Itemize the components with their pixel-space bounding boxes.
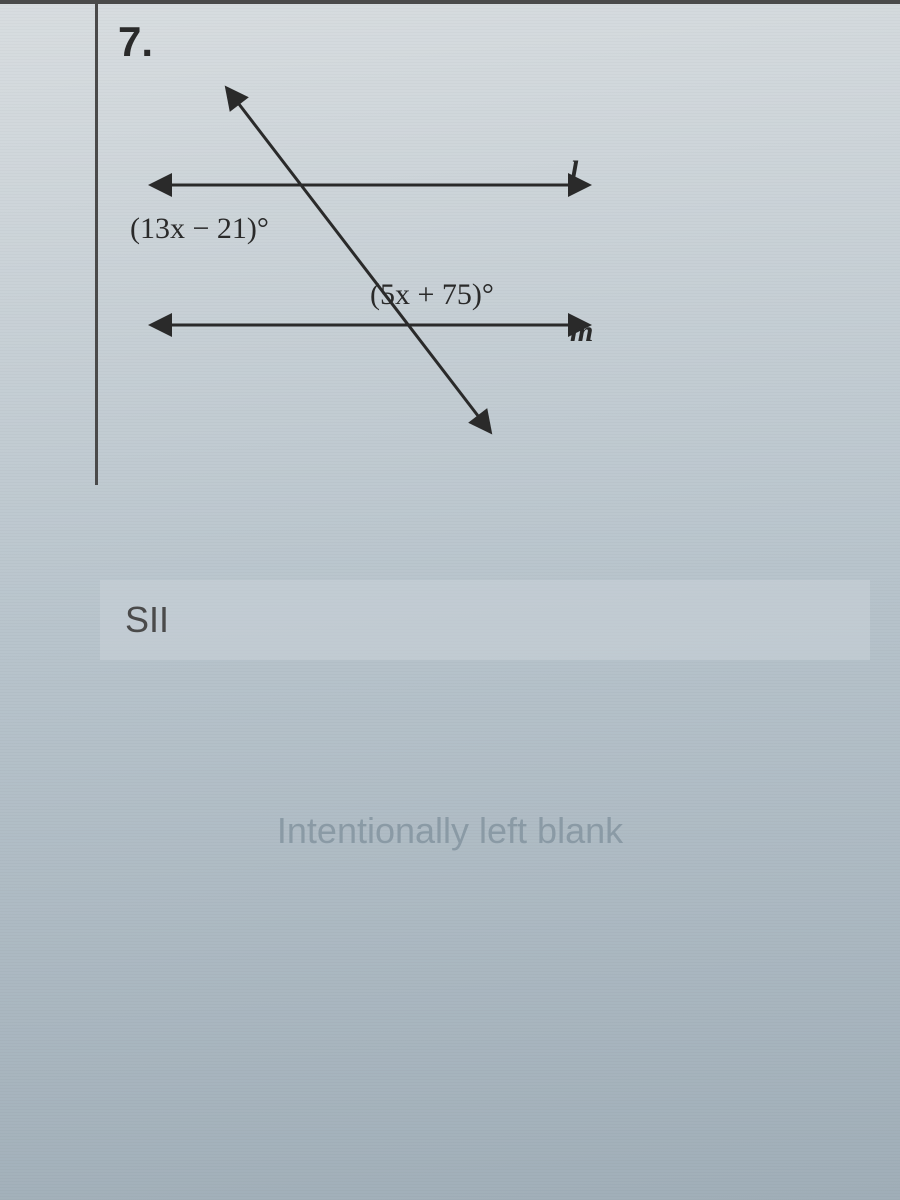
line-l-label: l — [570, 155, 578, 189]
answer-input-container[interactable]: SII — [100, 580, 870, 660]
problem-number: 7. — [118, 18, 153, 66]
blank-placeholder: Intentionally left blank — [277, 810, 623, 852]
geometry-diagram — [120, 80, 670, 460]
transversal-line — [232, 95, 485, 425]
left-border — [95, 0, 98, 485]
top-border — [0, 0, 900, 4]
angle-expression-1: (13x − 21)° — [130, 212, 269, 246]
angle-expression-2: (5x + 75)° — [370, 278, 494, 312]
line-m-label: m — [570, 315, 593, 349]
answer-input-text: SII — [125, 599, 169, 641]
